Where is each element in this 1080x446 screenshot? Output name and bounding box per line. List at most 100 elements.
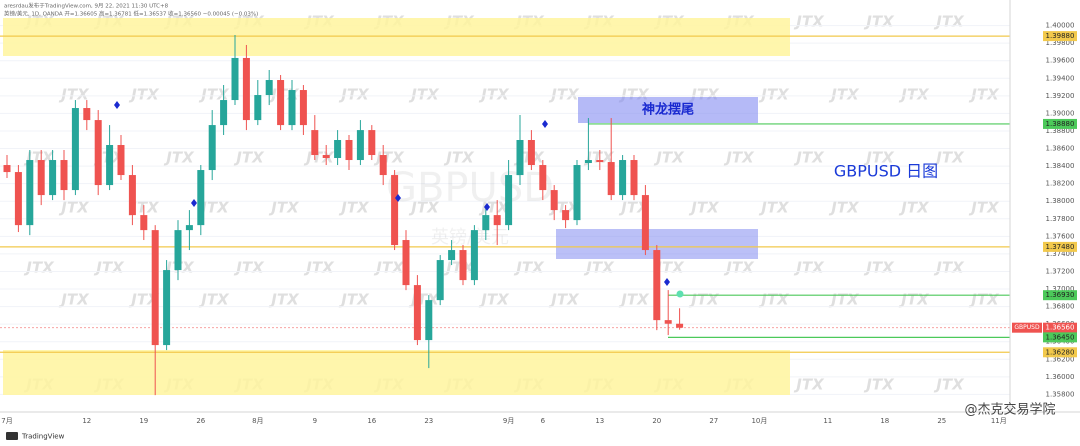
y-tick-label: 1.38600 <box>1046 145 1075 153</box>
brand-logo <box>6 432 18 440</box>
candle-body <box>436 260 444 301</box>
logo-watermark: JTX <box>58 291 90 309</box>
candle-body <box>117 145 125 176</box>
y-tick-label: 1.37800 <box>1046 215 1075 223</box>
y-tick-label: 1.37600 <box>1046 232 1075 240</box>
demand-zone <box>3 350 790 395</box>
logo-watermark: JTX <box>338 199 370 217</box>
candle-body <box>151 230 159 346</box>
candle-body <box>83 108 91 121</box>
candle-body <box>242 57 250 121</box>
logo-watermark: JTX <box>198 199 230 217</box>
x-tick-label: 13 <box>595 417 604 425</box>
price-tag-label: 1.36560 <box>1046 324 1075 332</box>
candle-body <box>630 160 638 196</box>
logo-watermark: JTX <box>688 291 720 309</box>
candle-body <box>345 140 353 161</box>
symbol-tag <box>1012 322 1042 333</box>
candle-body <box>368 130 376 156</box>
candle-body <box>140 215 148 231</box>
signal-diamond <box>484 203 490 211</box>
price-tag-label: 1.39880 <box>1046 32 1075 40</box>
logo-watermark: JTX <box>968 199 1000 217</box>
candle-body <box>3 165 11 173</box>
signal-diamond <box>542 120 548 128</box>
logo-watermark: JTX <box>303 259 335 277</box>
pattern-zone <box>578 97 758 123</box>
x-tick-label: 7月 <box>1 417 12 425</box>
logo-watermark: JTX <box>548 86 580 104</box>
candle-body <box>106 145 114 186</box>
logo-watermark: JTX <box>268 199 300 217</box>
signal-dot <box>676 290 684 298</box>
candle-body <box>163 270 171 346</box>
logo-watermark: JTX <box>583 259 615 277</box>
x-tick-label: 23 <box>424 417 433 425</box>
candle-body <box>185 225 193 231</box>
price-tag <box>1043 290 1077 301</box>
candle-body <box>128 175 136 216</box>
signal-diamond <box>395 194 401 202</box>
x-tick-label: 10月 <box>751 417 767 425</box>
logo-watermark: JTX <box>408 199 440 217</box>
logo-watermark: JTX <box>723 259 755 277</box>
candle-body <box>334 140 342 159</box>
candle-body <box>391 175 399 246</box>
logo-watermark: JTX <box>968 86 1000 104</box>
logo-watermark: JTX <box>23 259 55 277</box>
logo-watermark: JTX <box>828 291 860 309</box>
marks <box>0 35 1010 396</box>
price-tag <box>1043 347 1077 358</box>
signal-diamond <box>664 278 670 286</box>
logo-watermark: JTX <box>898 86 930 104</box>
x-tick-label: 16 <box>367 417 376 425</box>
x-tick-label: 11 <box>823 417 832 425</box>
candle-body <box>231 57 239 101</box>
candle-body <box>470 230 478 281</box>
logo-watermark: JTX <box>793 259 825 277</box>
price-tag-label: 1.36280 <box>1046 348 1075 356</box>
x-tick-label: 11月 <box>991 417 1007 425</box>
logo-watermark: JTX <box>653 149 685 167</box>
y-tick-label: 1.39200 <box>1046 92 1075 100</box>
logo-watermark: JTX <box>303 149 335 167</box>
logo-watermark: JTX <box>723 149 755 167</box>
y-tick-label: 1.38800 <box>1046 127 1075 135</box>
logo-watermark: JTX <box>93 259 125 277</box>
symbol-watermark: GBPUSD <box>386 165 554 211</box>
candle-body <box>641 195 649 251</box>
price-tag-label: 1.36930 <box>1046 291 1075 299</box>
chart-note: GBPUSD 日图 <box>834 162 938 181</box>
candle-body <box>527 140 535 166</box>
logo-watermark: JTX <box>828 86 860 104</box>
logo-watermark: JTX <box>338 291 370 309</box>
logo-watermark: JTX <box>163 149 195 167</box>
logo-watermark: JTX <box>968 291 1000 309</box>
candle-body <box>174 230 182 271</box>
candle-body <box>322 155 330 159</box>
logo-watermark: JTX <box>793 13 825 31</box>
price-axis: 1.358001.360001.362001.364001.366001.368… <box>1 22 1077 425</box>
logo-watermark: JTX <box>478 86 510 104</box>
x-tick-label: 25 <box>937 417 946 425</box>
supply-zone <box>3 18 790 56</box>
logo-watermark: JTX <box>933 149 965 167</box>
x-tick-label: 18 <box>880 417 889 425</box>
candle-body <box>220 100 228 126</box>
y-tick-label: 1.38200 <box>1046 180 1075 188</box>
candle-body <box>94 120 102 186</box>
candle-body <box>14 172 22 226</box>
y-tick-label: 1.39400 <box>1046 74 1075 82</box>
logo-watermark: JTX <box>898 291 930 309</box>
candle-body <box>26 160 34 226</box>
candle-body <box>37 160 45 196</box>
logo-watermark: JTX <box>373 259 405 277</box>
candle-body <box>493 215 501 226</box>
logo-watermark: JTX <box>863 13 895 31</box>
candle-body <box>596 160 604 163</box>
symbol-line: 英镑/美元, 1D, OANDA 开=1.36605 高=1.36781 低=1… <box>4 10 258 18</box>
y-tick-label: 1.39800 <box>1046 39 1075 47</box>
candle-body <box>402 240 410 286</box>
candle-body <box>379 155 387 176</box>
logo-watermark: JTX <box>373 149 405 167</box>
